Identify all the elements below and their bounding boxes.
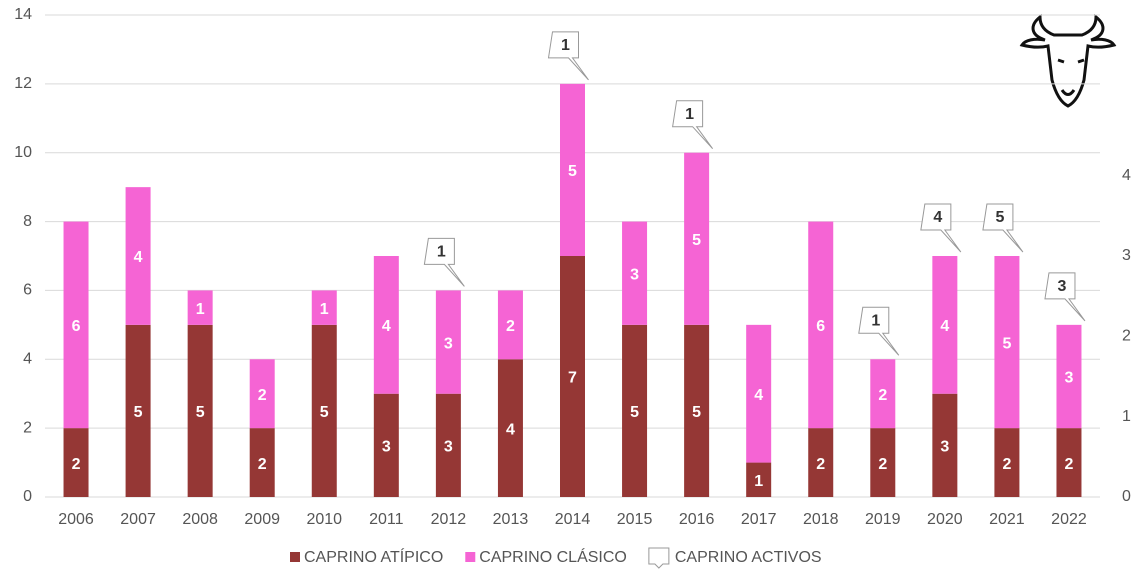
x-tick-label: 2007 bbox=[120, 511, 156, 528]
y-tick-label: 6 bbox=[23, 282, 32, 299]
y-tick-label: 10 bbox=[14, 144, 32, 161]
value-label: 5 bbox=[196, 404, 205, 421]
x-tick-label: 2020 bbox=[927, 511, 963, 528]
legend-swatch bbox=[465, 552, 475, 562]
callout-label: 4 bbox=[933, 209, 942, 226]
y2-tick-label: 0 bbox=[1122, 488, 1131, 505]
callout: 1 bbox=[424, 238, 464, 286]
x-tick-label: 2021 bbox=[989, 511, 1025, 528]
x-tick-label: 2010 bbox=[306, 511, 342, 528]
value-label: 4 bbox=[134, 249, 143, 266]
y2-tick-label: 4 bbox=[1122, 167, 1131, 184]
x-tick-label: 2012 bbox=[431, 511, 467, 528]
callout: 1 bbox=[673, 101, 713, 149]
y2-tick-label: 3 bbox=[1122, 247, 1131, 264]
value-label: 5 bbox=[630, 404, 639, 421]
x-tick-label: 2019 bbox=[865, 511, 901, 528]
value-label: 6 bbox=[816, 318, 825, 335]
legend-item: CAPRINO ACTIVOS bbox=[649, 548, 822, 568]
x-tick-label: 2015 bbox=[617, 511, 653, 528]
value-label: 6 bbox=[72, 318, 81, 335]
y-tick-label: 14 bbox=[14, 6, 32, 23]
x-tick-label: 2016 bbox=[679, 511, 715, 528]
value-label: 3 bbox=[444, 439, 453, 456]
x-tick-label: 2011 bbox=[369, 511, 404, 528]
callout: 3 bbox=[1045, 273, 1085, 321]
legend-item: CAPRINO CLÁSICO bbox=[465, 547, 627, 566]
value-label: 3 bbox=[630, 266, 639, 283]
legend-label: CAPRINO ATÍPICO bbox=[304, 547, 443, 566]
legend-item: CAPRINO ATÍPICO bbox=[290, 547, 443, 566]
callout: 1 bbox=[859, 307, 899, 355]
y-tick-label: 8 bbox=[23, 213, 32, 230]
callout-label: 1 bbox=[685, 106, 694, 123]
x-tick-label: 2014 bbox=[555, 511, 591, 528]
legend-label: CAPRINO CLÁSICO bbox=[479, 547, 627, 566]
x-tick-label: 2018 bbox=[803, 511, 839, 528]
value-label: 1 bbox=[320, 301, 329, 318]
callout-label: 1 bbox=[437, 244, 446, 261]
x-tick-label: 2006 bbox=[58, 511, 94, 528]
value-label: 4 bbox=[382, 318, 391, 335]
legend-label: CAPRINO ACTIVOS bbox=[675, 549, 822, 566]
value-label: 5 bbox=[568, 163, 577, 180]
y-tick-label: 0 bbox=[23, 488, 32, 505]
value-label: 5 bbox=[1002, 335, 1011, 352]
value-label: 2 bbox=[1065, 456, 1074, 473]
value-label: 2 bbox=[878, 387, 887, 404]
x-tick-label: 2009 bbox=[244, 511, 280, 528]
value-label: 2 bbox=[72, 456, 81, 473]
value-label: 4 bbox=[940, 318, 949, 335]
value-label: 5 bbox=[692, 404, 701, 421]
y2-tick-label: 1 bbox=[1122, 408, 1131, 425]
x-tick-label: 2017 bbox=[741, 511, 777, 528]
value-label: 4 bbox=[506, 421, 515, 438]
callout-label: 1 bbox=[561, 37, 570, 54]
callout-label: 3 bbox=[1058, 278, 1067, 295]
value-label: 3 bbox=[1065, 370, 1074, 387]
value-label: 5 bbox=[134, 404, 143, 421]
value-label: 4 bbox=[754, 387, 763, 404]
legend-swatch bbox=[290, 552, 300, 562]
chart: 0246810121401234200626200754200851200922… bbox=[0, 0, 1135, 571]
x-tick-label: 2013 bbox=[493, 511, 529, 528]
callout: 1 bbox=[549, 32, 589, 80]
callout-label: 1 bbox=[871, 313, 880, 330]
value-label: 2 bbox=[878, 456, 887, 473]
callout-label: 5 bbox=[995, 209, 1004, 226]
goat-icon bbox=[1022, 17, 1114, 106]
value-label: 5 bbox=[320, 404, 329, 421]
y-tick-label: 4 bbox=[23, 351, 32, 368]
x-tick-label: 2022 bbox=[1051, 511, 1087, 528]
value-label: 1 bbox=[754, 473, 763, 490]
value-label: 2 bbox=[1002, 456, 1011, 473]
y-tick-label: 12 bbox=[14, 75, 32, 92]
value-label: 2 bbox=[258, 387, 267, 404]
value-label: 7 bbox=[568, 370, 577, 387]
y2-tick-label: 2 bbox=[1122, 328, 1131, 345]
callout: 4 bbox=[921, 204, 961, 252]
value-label: 3 bbox=[444, 335, 453, 352]
value-label: 3 bbox=[382, 439, 391, 456]
value-label: 3 bbox=[940, 439, 949, 456]
y-tick-label: 2 bbox=[23, 419, 32, 436]
value-label: 2 bbox=[258, 456, 267, 473]
callout: 5 bbox=[983, 204, 1023, 252]
value-label: 2 bbox=[816, 456, 825, 473]
value-label: 1 bbox=[196, 301, 205, 318]
x-tick-label: 2008 bbox=[182, 511, 218, 528]
value-label: 2 bbox=[506, 318, 515, 335]
legend-swatch bbox=[649, 548, 669, 568]
value-label: 5 bbox=[692, 232, 701, 249]
